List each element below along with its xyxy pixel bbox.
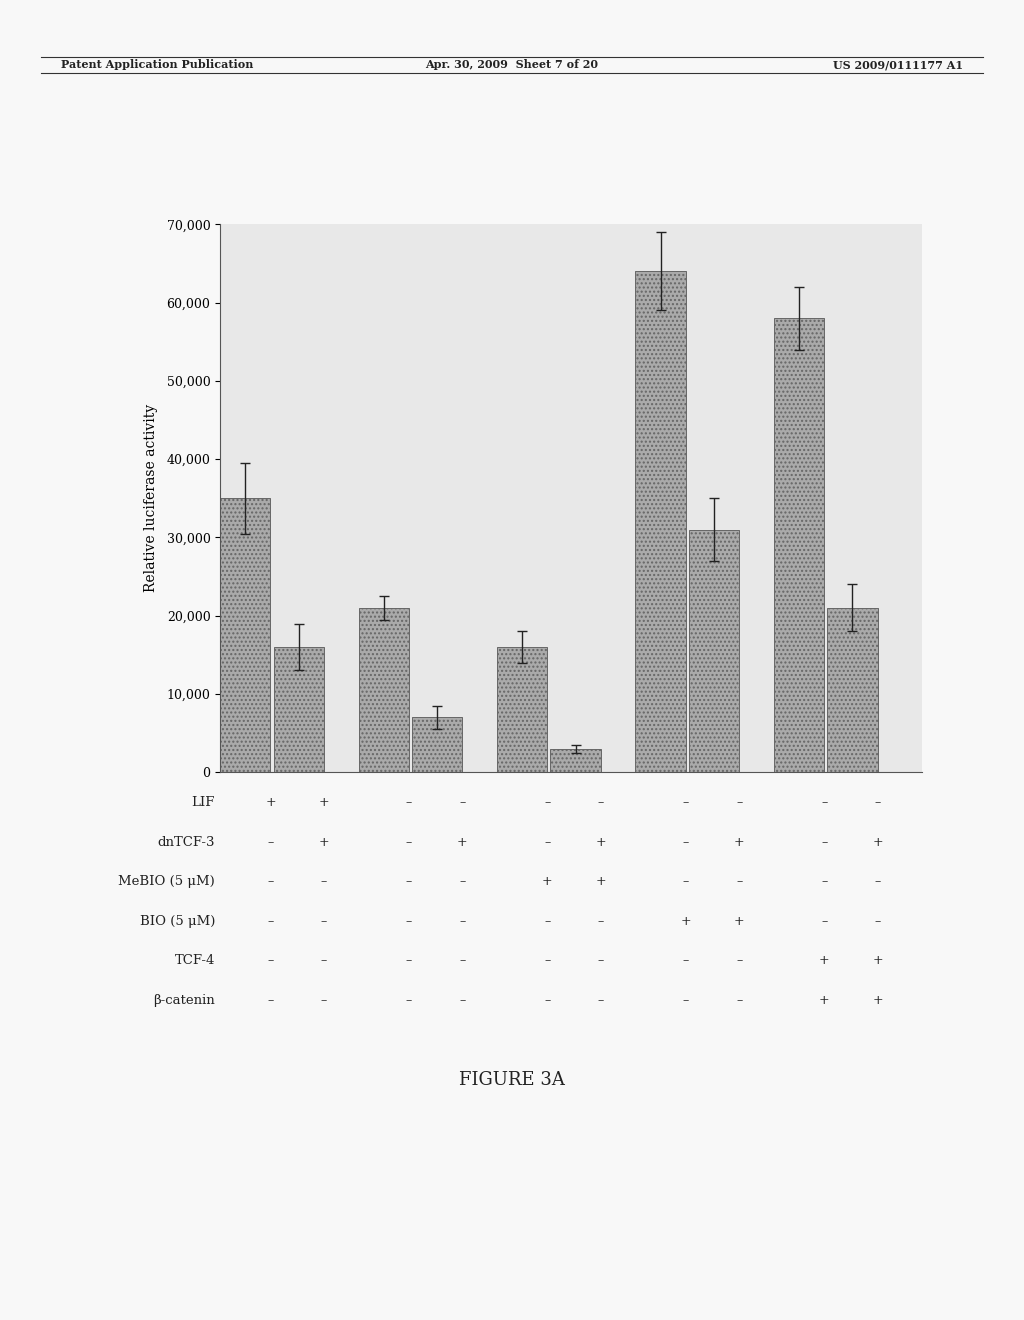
Text: –: – [598, 994, 604, 1007]
Text: –: – [821, 796, 827, 809]
Text: –: – [321, 875, 327, 888]
Text: –: – [683, 954, 689, 968]
Bar [412, 718, 463, 772]
Text: –: – [459, 994, 466, 1007]
Text: –: – [544, 796, 551, 809]
Text: –: – [821, 915, 827, 928]
Text: +: + [457, 836, 468, 849]
Text: –: – [736, 875, 742, 888]
Bar [827, 609, 878, 772]
Bar [497, 647, 547, 772]
Text: +: + [318, 836, 330, 849]
Text: –: – [683, 796, 689, 809]
Text: +: + [819, 954, 829, 968]
Text: –: – [406, 875, 412, 888]
Text: –: – [267, 915, 273, 928]
Text: Patent Application Publication: Patent Application Publication [61, 59, 254, 70]
Text: –: – [598, 915, 604, 928]
Text: –: – [406, 994, 412, 1007]
Bar [551, 748, 601, 772]
Text: FIGURE 3A: FIGURE 3A [459, 1071, 565, 1089]
Text: –: – [544, 994, 551, 1007]
Text: –: – [267, 836, 273, 849]
Text: +: + [680, 915, 691, 928]
Text: MeBIO (5 μM): MeBIO (5 μM) [119, 875, 215, 888]
Text: –: – [267, 875, 273, 888]
Text: –: – [544, 915, 551, 928]
Text: β-catenin: β-catenin [154, 994, 215, 1007]
Text: +: + [819, 994, 829, 1007]
Text: –: – [406, 796, 412, 809]
Text: –: – [406, 915, 412, 928]
Text: +: + [734, 915, 744, 928]
Text: –: – [598, 954, 604, 968]
Text: –: – [821, 836, 827, 849]
Bar [689, 529, 739, 772]
Text: –: – [874, 875, 881, 888]
Text: –: – [321, 994, 327, 1007]
Text: US 2009/0111177 A1: US 2009/0111177 A1 [833, 59, 963, 70]
Text: BIO (5 μM): BIO (5 μM) [139, 915, 215, 928]
Text: –: – [267, 994, 273, 1007]
Text: LIF: LIF [191, 796, 215, 809]
Text: –: – [544, 836, 551, 849]
Text: +: + [318, 796, 330, 809]
Text: –: – [544, 954, 551, 968]
Text: –: – [598, 796, 604, 809]
Text: +: + [595, 875, 606, 888]
Text: –: – [406, 954, 412, 968]
Text: Apr. 30, 2009  Sheet 7 of 20: Apr. 30, 2009 Sheet 7 of 20 [426, 59, 598, 70]
Text: –: – [683, 994, 689, 1007]
Text: +: + [542, 875, 553, 888]
Text: +: + [872, 954, 883, 968]
Text: –: – [459, 875, 466, 888]
Text: –: – [321, 954, 327, 968]
Text: TCF-4: TCF-4 [175, 954, 215, 968]
Text: –: – [459, 796, 466, 809]
Text: –: – [736, 796, 742, 809]
Y-axis label: Relative luciferase activity: Relative luciferase activity [144, 404, 159, 593]
Text: –: – [683, 836, 689, 849]
Text: –: – [874, 796, 881, 809]
Text: –: – [406, 836, 412, 849]
Text: –: – [874, 915, 881, 928]
Bar [220, 499, 270, 772]
Text: –: – [736, 994, 742, 1007]
Text: +: + [734, 836, 744, 849]
Text: +: + [265, 796, 275, 809]
Text: +: + [872, 836, 883, 849]
Text: –: – [821, 875, 827, 888]
Text: –: – [459, 954, 466, 968]
Bar [774, 318, 824, 772]
Text: –: – [459, 915, 466, 928]
Bar [635, 272, 686, 772]
Text: +: + [872, 994, 883, 1007]
Text: –: – [683, 875, 689, 888]
Bar [358, 609, 409, 772]
Text: –: – [736, 954, 742, 968]
Text: +: + [595, 836, 606, 849]
Text: –: – [267, 954, 273, 968]
Text: –: – [321, 915, 327, 928]
Bar [273, 647, 324, 772]
Text: dnTCF-3: dnTCF-3 [158, 836, 215, 849]
